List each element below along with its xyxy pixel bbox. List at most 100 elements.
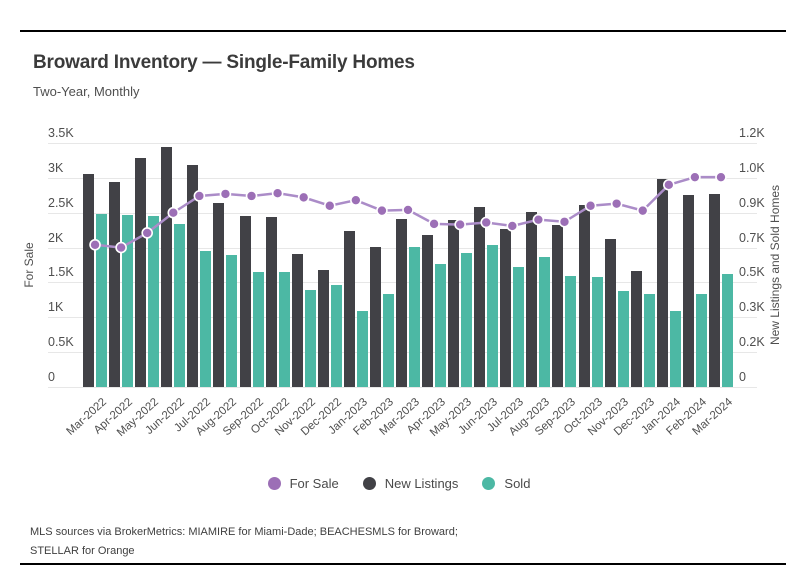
bar-sold [721,274,733,387]
right-axis-tick: 0 [739,370,746,384]
left-axis-tick: 1K [48,300,64,315]
bar-sold [382,294,394,387]
gridline [48,212,757,214]
gridline [48,387,757,388]
bar-new-listings [448,220,460,387]
right-axis-tick: 0.2K [739,335,765,350]
new-listings-legend-dot-icon [362,477,376,490]
left-axis-tick: 2.5K [48,195,74,210]
right-axis-title: New Listings and Sold Homes [768,184,782,346]
bar-new-listings [109,181,121,387]
legend-label-new-listings: New Listings [384,476,459,491]
bar-new-listings [656,178,668,387]
bar-new-listings [83,173,95,387]
bar-sold [513,267,525,387]
bar-sold [435,263,447,387]
right-axis-tick: 0.3K [739,300,765,315]
bar-new-listings [213,202,225,387]
bar-sold [617,291,629,387]
bar-new-listings [239,216,251,387]
for-sale-point [428,218,440,230]
legend-item-sold: Sold [482,476,530,491]
sold-legend-dot-icon [482,477,496,490]
bar-sold [122,215,134,387]
bar-sold [565,276,577,387]
bar-sold [409,246,420,387]
left-axis-title: For Sale [22,242,36,288]
bar-sold [304,290,316,387]
bar-new-listings [422,234,434,387]
bar-new-listings [187,165,199,387]
for-sale-point [636,204,649,217]
legend-label-sold: Sold [504,476,531,491]
bar-sold [539,256,551,387]
right-axis-tick: 0.7K [739,230,765,245]
bar-new-listings [291,253,303,387]
legend-label-for-sale: For Sale [289,476,339,491]
bottom-rule [20,563,786,565]
bar-new-listings [317,270,329,387]
page-subtitle: Two-Year, Monthly [33,84,140,99]
for-sale-point [271,187,284,199]
bar-sold [330,285,342,387]
right-axis-tick: 0.9K [739,195,765,210]
bar-sold [252,272,264,387]
legend: For Sale New Listings Sold [0,476,798,491]
source-note-line-2: STELLAR for Orange [30,545,135,557]
for-sale-point [245,190,258,202]
page-title: Broward Inventory — Single-Family Homes [33,52,415,73]
left-axis-tick: 3K [48,160,64,175]
for-sale-point [219,188,232,200]
left-axis-tick: 0 [48,370,55,384]
bar-sold [461,252,473,387]
gridline [48,143,757,144]
bar-sold [643,294,655,387]
bar-sold [669,310,681,387]
for-sale-point [350,194,362,206]
left-axis-tick: 1.5K [48,265,74,280]
bar-sold [174,224,186,387]
for-sale-point [610,197,623,210]
for-sale-point [297,191,310,204]
bar-new-listings [630,271,642,387]
bar-sold [591,277,603,387]
bar-new-listings [682,194,694,387]
bar-new-listings [343,231,355,387]
bar-new-listings [474,207,486,387]
bar-sold [487,244,499,387]
bar-sold [695,294,707,387]
bar-new-listings [396,219,407,387]
for-sale-legend-dot-icon [267,477,281,490]
bar-new-listings [708,193,720,387]
bar-new-listings [578,205,590,387]
left-axis-tick: 0.5K [48,335,74,350]
bar-sold [278,272,290,387]
bar-new-listings [265,217,277,387]
bar-sold [200,250,212,387]
bar-new-listings [369,246,381,387]
for-sale-point [323,199,336,212]
bar-sold [96,214,108,387]
bar-new-listings [161,147,173,387]
bar-sold [148,216,160,387]
left-axis-tick: 2K [48,230,64,245]
source-note-line-1: MLS sources via BrokerMetrics: MIAMIRE f… [30,526,458,538]
bar-new-listings [500,229,512,387]
bar-new-listings [604,238,616,387]
right-axis-tick: 0.5K [739,265,765,280]
bar-new-listings [552,225,564,387]
left-axis-tick: 3.5K [48,126,74,140]
right-axis-tick: 1.2K [739,126,765,140]
top-rule [20,30,786,32]
gridline [48,177,757,179]
for-sale-point [376,204,388,217]
bar-new-listings [135,158,147,387]
bar-sold [226,254,238,387]
bar-new-listings [526,212,538,387]
legend-item-for-sale: For Sale [267,476,339,491]
right-axis-tick: 1.0K [739,160,765,175]
legend-item-new-listings: New Listings [362,476,459,491]
bar-sold [356,310,368,387]
